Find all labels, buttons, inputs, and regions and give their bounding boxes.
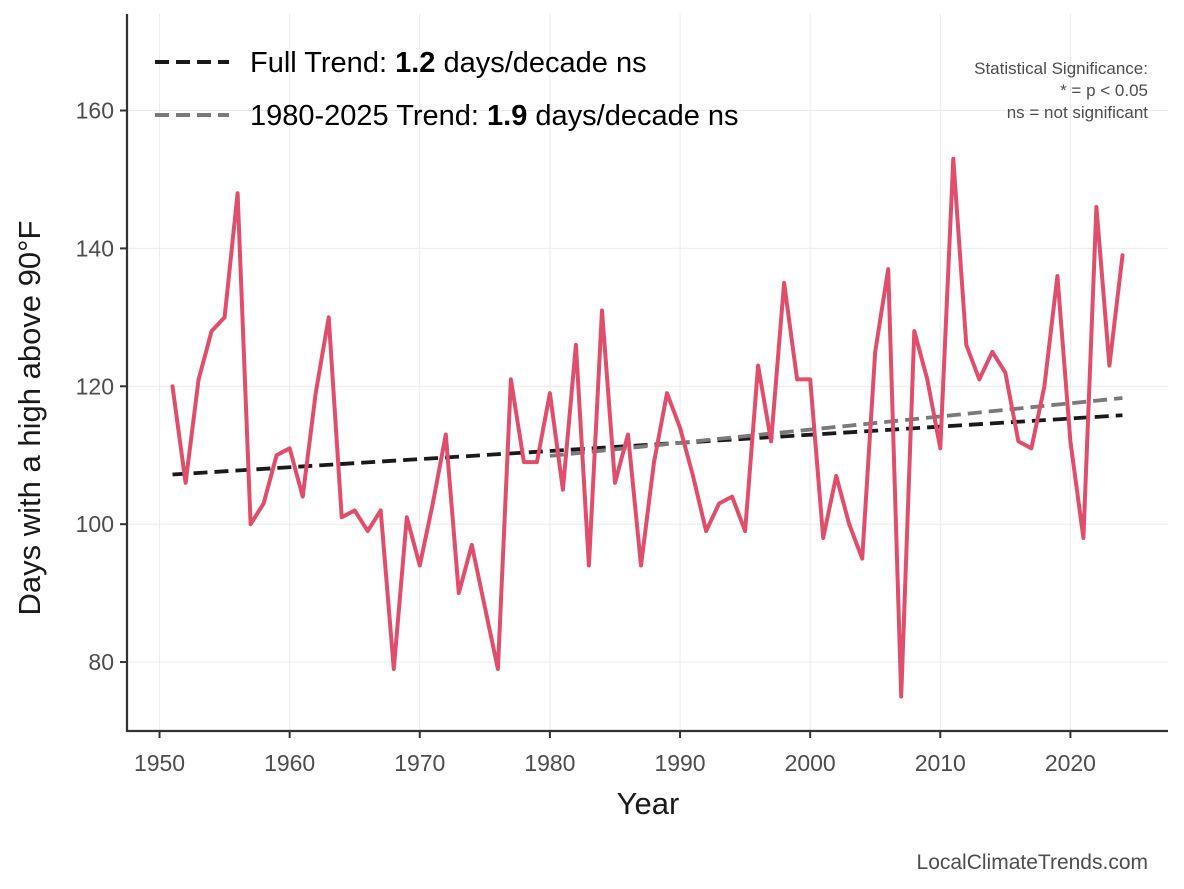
significance-line-2: ns = not significant <box>1007 103 1149 122</box>
x-tick-label-1970: 1970 <box>394 750 445 776</box>
significance-line-1: * = p < 0.05 <box>1060 81 1148 100</box>
significance-line-0: Statistical Significance: <box>974 59 1148 78</box>
x-tick-label-1950: 1950 <box>134 750 185 776</box>
x-axis-ticks: 1950 1960 1970 1980 1990 2000 2010 2020 <box>134 731 1096 776</box>
trend-line-0 <box>172 413 1123 477</box>
y-tick-label-120: 120 <box>76 373 114 399</box>
x-tick-label-1960: 1960 <box>264 750 315 776</box>
credit-text: LocalClimateTrends.com <box>917 851 1148 874</box>
y-tick-label-80: 80 <box>88 649 114 675</box>
data-series <box>170 156 1125 699</box>
y-tick-label-100: 100 <box>76 511 114 537</box>
trend-line-1 <box>549 396 1123 458</box>
x-tick-label-2010: 2010 <box>915 750 966 776</box>
x-tick-label-2000: 2000 <box>785 750 836 776</box>
y-tick-label-140: 140 <box>76 235 114 261</box>
series-line-0 <box>170 156 1125 699</box>
x-tick-label-2020: 2020 <box>1045 750 1096 776</box>
legend-label-0: Full Trend: 1.2 days/decade ns <box>250 47 647 79</box>
y-axis-title: Days with a high above 90°F <box>12 221 47 616</box>
gridlines <box>127 14 1168 731</box>
axes <box>125 14 1168 733</box>
x-tick-label-1990: 1990 <box>654 750 705 776</box>
y-axis-ticks: 80 100 120 140 160 <box>76 98 127 675</box>
x-tick-label-1980: 1980 <box>524 750 575 776</box>
significance-note: Statistical Significance: * = p < 0.05 ns … <box>974 59 1148 122</box>
trend-lines <box>172 396 1123 477</box>
x-axis-title: Year <box>617 786 680 821</box>
y-tick-label-160: 160 <box>76 98 114 124</box>
legend: Full Trend: 1.2 days/decade ns 1980-2025 … <box>155 47 739 132</box>
legend-label-1: 1980-2025 Trend: 1.9 days/decade ns <box>250 100 739 132</box>
